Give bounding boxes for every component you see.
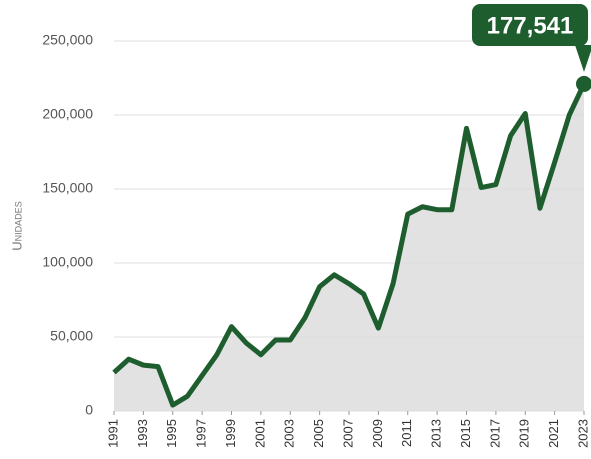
- x-tick-label: 2015: [458, 419, 473, 448]
- x-tick-label: 2017: [487, 419, 502, 448]
- callout-box: [472, 4, 588, 46]
- x-tick-label: 2023: [575, 419, 590, 448]
- line: [112, 82, 587, 408]
- x-tick-label: 1991: [105, 419, 120, 448]
- end-point: [576, 75, 591, 92]
- callout-pointer: [575, 45, 591, 72]
- x-tick-label: 2019: [517, 419, 532, 448]
- y-tick-label: 100,000: [42, 254, 93, 270]
- x-tick-label: 2005: [311, 419, 326, 448]
- x-tick-label: 2009: [370, 419, 385, 448]
- x-tick-label: 1999: [223, 419, 238, 448]
- x-tick-label: 1997: [194, 419, 209, 448]
- x-tick-label: 2007: [340, 419, 355, 448]
- y-tick-label: 0: [85, 402, 93, 418]
- y-tick-label: 150,000: [42, 180, 93, 196]
- x-tick-label: 1993: [135, 419, 150, 448]
- y-tick-label: 50,000: [50, 328, 93, 344]
- x-tick-label: 2011: [399, 419, 414, 447]
- x-tick-label: 2003: [282, 419, 297, 448]
- x-tick-label: 2001: [252, 419, 267, 448]
- callout-label: 177,541: [487, 12, 574, 39]
- y-tick-label: 200,000: [42, 106, 93, 122]
- x-tick-label: 1995: [164, 419, 179, 448]
- y-axis-label: Unidades: [9, 201, 24, 250]
- x-tick-label: 2013: [429, 419, 444, 448]
- x-tick-label: 2021: [546, 419, 561, 448]
- y-tick-label: 250,000: [42, 32, 93, 48]
